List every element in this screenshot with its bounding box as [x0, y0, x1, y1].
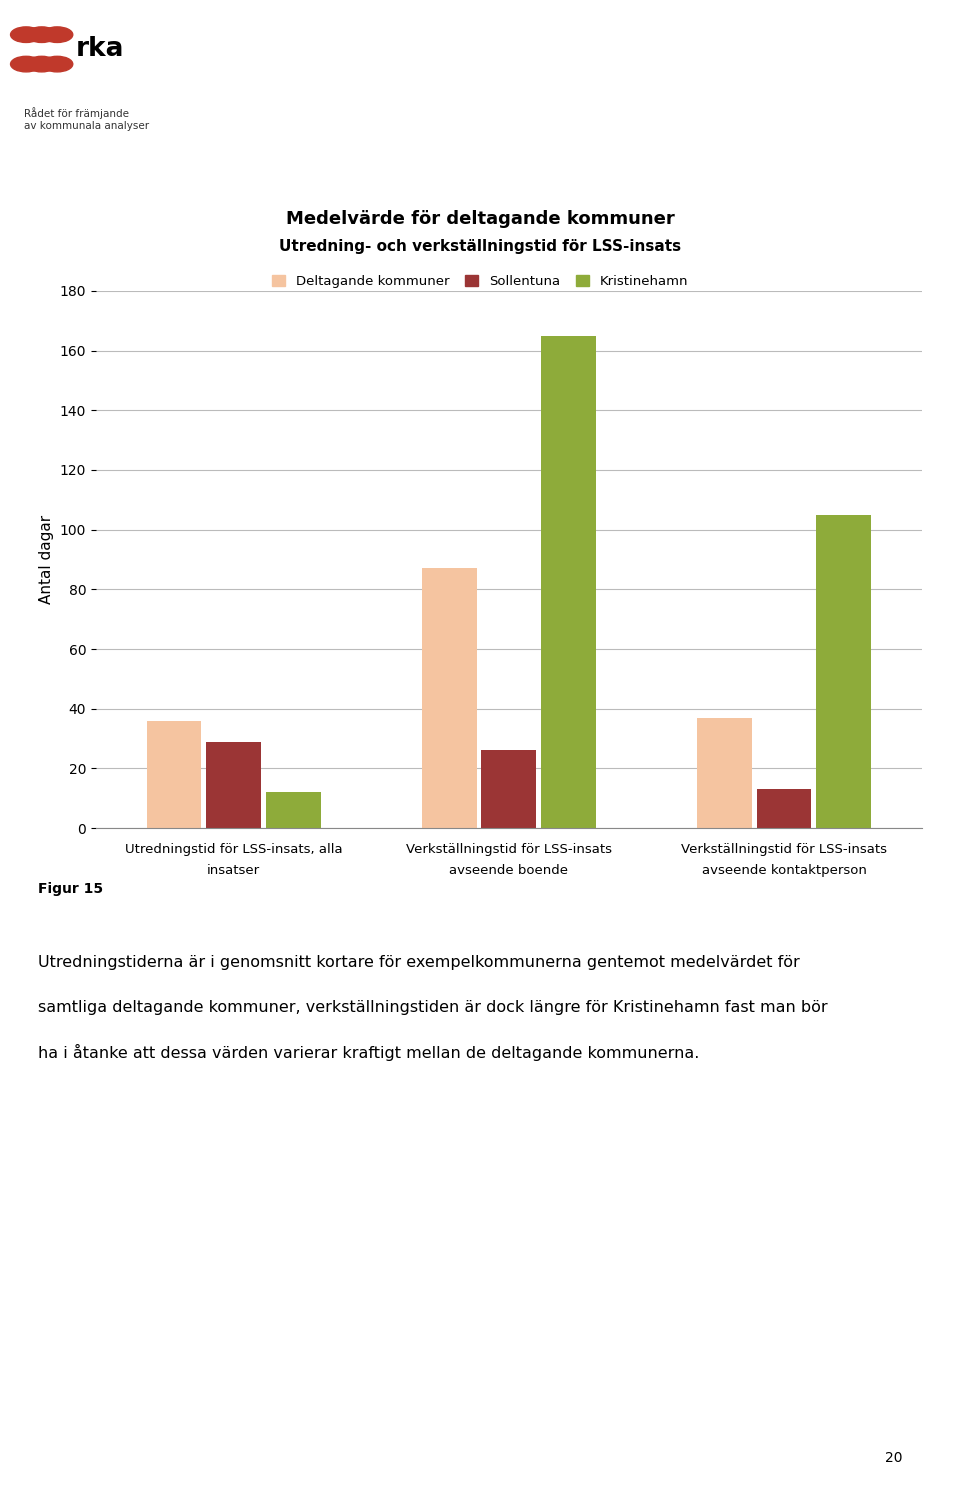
- Bar: [481, 750, 537, 828]
- Circle shape: [11, 57, 41, 72]
- Text: ha i åtanke att dessa värden varierar kraftigt mellan de deltagande kommunerna.: ha i åtanke att dessa värden varierar kr…: [38, 1044, 700, 1061]
- Bar: [421, 568, 476, 828]
- Circle shape: [41, 27, 73, 42]
- Bar: [816, 515, 871, 828]
- Text: Verkställningstid för LSS-insats: Verkställningstid för LSS-insats: [406, 843, 612, 856]
- Text: Medelvärde för deltagande kommuner: Medelvärde för deltagande kommuner: [286, 210, 674, 228]
- Text: av kommunala analyser: av kommunala analyser: [24, 121, 149, 131]
- Text: avseende boende: avseende boende: [449, 864, 568, 877]
- Text: insatser: insatser: [207, 864, 260, 877]
- Circle shape: [26, 27, 58, 42]
- Y-axis label: Antal dagar: Antal dagar: [39, 515, 54, 604]
- Text: samtliga deltagande kommuner, verkställningstiden är dock längre för Kristineham: samtliga deltagande kommuner, verkställn…: [38, 1000, 828, 1015]
- Text: Figur 15: Figur 15: [38, 882, 104, 895]
- Legend: Deltagande kommuner, Sollentuna, Kristinehamn: Deltagande kommuner, Sollentuna, Kristin…: [268, 270, 692, 291]
- Text: Utredningstiderna är i genomsnitt kortare för exempelkommunerna gentemot medelvä: Utredningstiderna är i genomsnitt kortar…: [38, 955, 800, 970]
- Circle shape: [26, 57, 58, 72]
- Text: avseende kontaktperson: avseende kontaktperson: [702, 864, 867, 877]
- Text: Utredningstid för LSS-insats, alla: Utredningstid för LSS-insats, alla: [125, 843, 343, 856]
- Text: Rådet för främjande: Rådet för främjande: [24, 107, 129, 119]
- Circle shape: [11, 27, 41, 42]
- Text: rka: rka: [76, 36, 125, 63]
- Text: Verkställningstid för LSS-insats: Verkställningstid för LSS-insats: [681, 843, 887, 856]
- Text: Utredning- och verkställningstid för LSS-insats: Utredning- och verkställningstid för LSS…: [279, 239, 681, 254]
- Bar: [697, 718, 752, 828]
- Bar: [541, 336, 596, 828]
- Circle shape: [41, 57, 73, 72]
- Text: 20: 20: [885, 1452, 902, 1465]
- Bar: [756, 789, 811, 828]
- Bar: [266, 792, 321, 828]
- Bar: [147, 721, 202, 828]
- Bar: [206, 742, 261, 828]
